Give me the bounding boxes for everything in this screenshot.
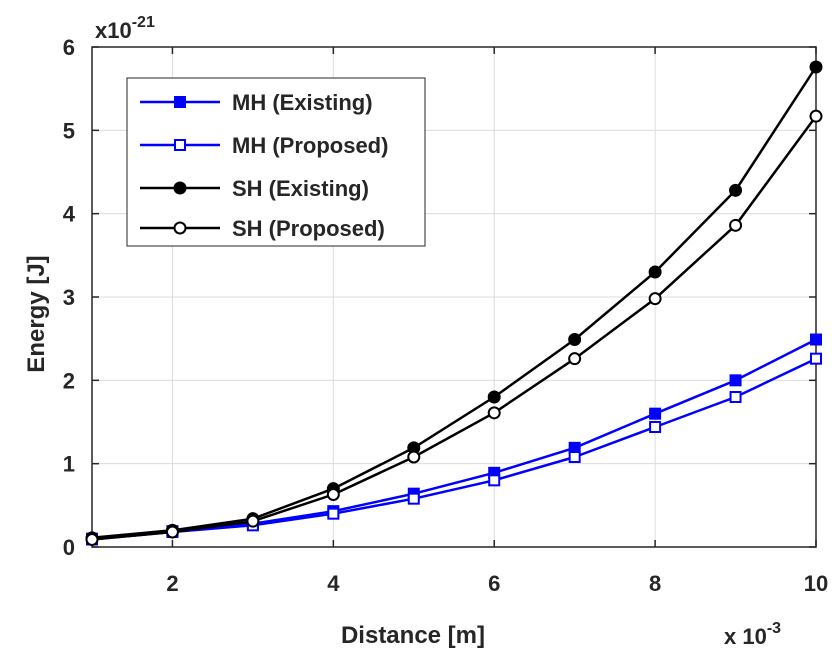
x-tick-label: 4: [327, 571, 340, 596]
x-tick-label: 2: [166, 571, 178, 596]
data-point: [326, 488, 340, 501]
legend-label: SH (Proposed): [232, 216, 385, 241]
data-point: [648, 265, 662, 279]
data-point: [568, 352, 582, 366]
x-tick-label: 6: [488, 571, 500, 596]
data-point: [729, 218, 743, 232]
data-point: [568, 333, 582, 346]
series-line: [91, 66, 818, 540]
y-tick-label: 5: [63, 118, 75, 143]
x-tick-label: 10: [804, 571, 828, 596]
data-point: [568, 451, 581, 463]
legend-label: MH (Proposed): [232, 133, 388, 158]
data-point: [174, 139, 186, 151]
legend-item: SH (Existing): [140, 176, 369, 201]
data-point: [648, 292, 662, 306]
y-multiplier-exponent: -21: [132, 14, 155, 31]
data-point: [729, 183, 743, 197]
series-3: [85, 109, 823, 546]
x-multiplier-exponent: -3: [767, 620, 781, 637]
legend-label: SH (Existing): [232, 176, 369, 201]
y-axis-multiplier: x10-21: [95, 14, 155, 43]
data-point: [487, 390, 501, 404]
data-point: [173, 221, 187, 235]
series-1: [86, 352, 822, 546]
data-point: [809, 109, 823, 123]
data-point: [173, 181, 187, 195]
data-point: [809, 60, 823, 74]
x-axis-label: Distance [m]: [341, 622, 485, 649]
y-tick-label: 3: [63, 285, 75, 310]
data-point: [85, 533, 99, 546]
data-point: [174, 96, 186, 108]
data-point: [246, 514, 260, 528]
y-tick-label: 1: [63, 452, 75, 477]
y-multiplier-base: x10: [95, 18, 132, 43]
y-tick-label: 0: [63, 535, 75, 560]
x-axis-multiplier: x 10-3: [724, 620, 781, 649]
data-point: [729, 391, 742, 403]
series-layer: [85, 60, 823, 546]
legend-item: MH (Existing): [140, 90, 373, 115]
x-multiplier-base: x 10: [724, 624, 767, 649]
x-tick-label: 8: [649, 571, 661, 596]
data-point: [165, 525, 179, 539]
data-point: [407, 450, 421, 464]
data-point: [488, 474, 501, 487]
y-axis-label: Energy [J]: [23, 255, 50, 372]
data-point: [407, 492, 420, 505]
series-line: [91, 115, 818, 541]
data-point: [810, 352, 822, 365]
data-point: [649, 421, 662, 433]
series-line: [91, 357, 817, 541]
legend: MH (Existing) MH (Proposed) SH (Existing) S…: [126, 77, 426, 247]
data-point: [649, 407, 662, 420]
x-axis-ticks: 2 4 6 8 10: [166, 47, 828, 596]
legend-item: SH (Proposed): [140, 216, 385, 241]
y-tick-label: 4: [63, 202, 76, 227]
data-point: [487, 406, 501, 420]
data-point: [810, 333, 822, 346]
data-point: [729, 374, 742, 387]
series-line: [91, 338, 817, 540]
series-0: [86, 333, 822, 545]
y-tick-label: 6: [63, 35, 75, 60]
data-point: [327, 507, 340, 520]
legend-item: MH (Proposed): [140, 133, 388, 158]
y-axis-ticks: 0 1 2 3 4 5 6: [63, 35, 816, 560]
y-tick-label: 2: [63, 368, 75, 393]
legend-label: MH (Existing): [232, 90, 373, 115]
